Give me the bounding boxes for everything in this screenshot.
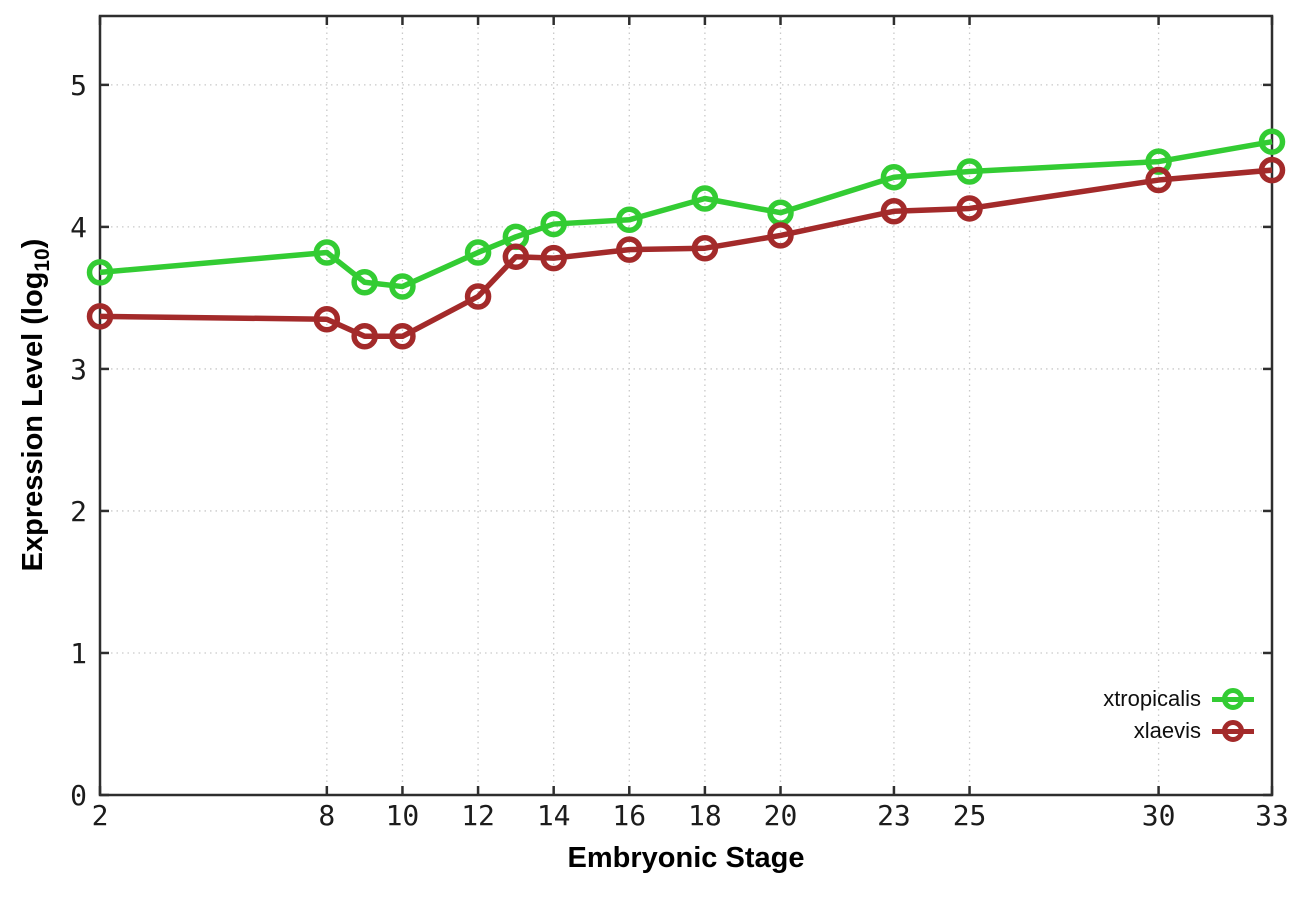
- series-xtropicalis-line: [99, 138, 1273, 290]
- marker-xlaevis-16: [616, 236, 643, 263]
- y-axis-label: Expression Level (log10): [17, 239, 55, 572]
- marker-xtropicalis-14: [540, 210, 567, 238]
- y-tick-label-5: 5: [70, 69, 87, 102]
- marker-xlaevis-30: [1145, 166, 1172, 194]
- marker-xtropicalis-8: [313, 239, 341, 266]
- legend-item-xlaevis: xlaevis: [1134, 716, 1254, 746]
- marker-xtropicalis-18: [691, 185, 719, 212]
- marker-xtropicalis-23: [880, 163, 908, 191]
- legend: xtropicalis xlaevis: [1103, 684, 1254, 746]
- x-tick-label-20: 20: [764, 799, 798, 832]
- marker-xtropicalis-9: [351, 269, 378, 296]
- open-circle-icon: [1222, 688, 1244, 710]
- marker-xtropicalis-10: [389, 273, 416, 300]
- marker-xlaevis-2: [86, 303, 114, 330]
- marker-xtropicalis-2: [86, 259, 114, 286]
- marker-xlaevis-23: [880, 198, 908, 225]
- y-axis-label-subscript: 10: [30, 248, 54, 272]
- y-tick-label-3: 3: [70, 353, 87, 386]
- x-tick-label-14: 14: [537, 799, 571, 832]
- x-tick-label-33: 33: [1255, 799, 1289, 832]
- legend-item-xtropicalis: xtropicalis: [1103, 684, 1254, 714]
- marker-xlaevis-13: [502, 243, 530, 270]
- open-circle-icon: [1222, 720, 1244, 742]
- series-xlaevis-line: [99, 167, 1273, 340]
- legend-label-xtropicalis: xtropicalis: [1103, 686, 1201, 711]
- marker-xlaevis-18: [691, 234, 719, 262]
- x-tick-label-10: 10: [386, 799, 420, 832]
- x-axis-label: Embryonic Stage: [567, 842, 805, 874]
- y-axis-label-close: ): [17, 238, 50, 249]
- marker-xtropicalis-33: [1258, 128, 1286, 155]
- y-tick-label-4: 4: [70, 211, 87, 244]
- y-tick-label-1: 1: [70, 637, 87, 670]
- y-tick-label-2: 2: [70, 495, 87, 528]
- marker-xlaevis-33: [1258, 156, 1286, 184]
- x-tick-label-23: 23: [877, 799, 911, 832]
- marker-xlaevis-10: [389, 323, 416, 350]
- x-tick-label-16: 16: [612, 799, 646, 832]
- y-tick-label-0: 0: [70, 779, 87, 812]
- x-tick-label-8: 8: [318, 799, 335, 832]
- xlaevis-marker-icon: [1212, 718, 1254, 744]
- marker-xtropicalis-16: [616, 206, 643, 234]
- marker-xlaevis-12: [464, 283, 492, 310]
- marker-xtropicalis-25: [956, 158, 983, 185]
- marker-xlaevis-8: [313, 305, 341, 333]
- x-tick-label-18: 18: [688, 799, 722, 832]
- marker-xlaevis-9: [351, 323, 378, 350]
- marker-xlaevis-25: [956, 195, 983, 222]
- marker-xlaevis-14: [540, 244, 567, 272]
- x-tick-label-30: 30: [1142, 799, 1176, 832]
- x-tick-label-12: 12: [461, 799, 495, 832]
- x-tick-label-2: 2: [92, 799, 109, 832]
- xtropicalis-marker-icon: [1212, 686, 1254, 712]
- marker-xlaevis-20: [767, 222, 794, 249]
- marker-xtropicalis-12: [464, 239, 492, 266]
- x-tick-label-25: 25: [953, 799, 987, 832]
- y-axis-label-text: Expression Level (log: [17, 271, 50, 572]
- legend-label-xlaevis: xlaevis: [1133, 718, 1201, 743]
- plot-border: [98, 14, 1274, 797]
